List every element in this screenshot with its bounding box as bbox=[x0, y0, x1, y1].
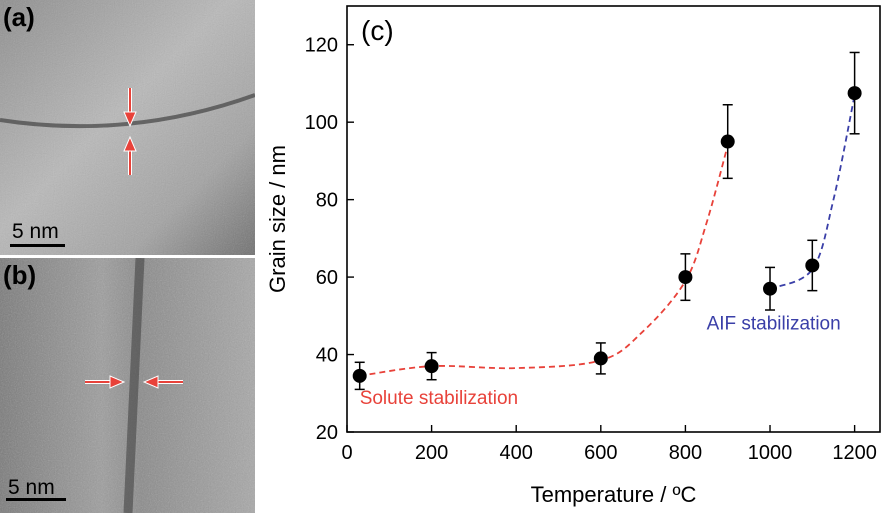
panel-c-label: (c) bbox=[361, 15, 394, 46]
y-tick-label-1: 40 bbox=[316, 345, 338, 367]
curve-label-aif: AIF stabilization bbox=[707, 313, 841, 334]
scale-bar-b-label: 5 nm bbox=[8, 476, 55, 499]
x-axis-title: Temperature / ºC bbox=[531, 482, 697, 507]
y-tick-label-3: 80 bbox=[316, 190, 338, 212]
panel-a-label: (a) bbox=[3, 2, 35, 32]
data-point-1-2 bbox=[847, 86, 862, 101]
data-point-0-4 bbox=[720, 134, 735, 149]
scale-bar-a-label: 5 nm bbox=[12, 220, 59, 243]
x-tick-label-0: 0 bbox=[341, 442, 352, 464]
y-tick-label-2: 60 bbox=[316, 267, 338, 289]
x-tick-label-1: 200 bbox=[415, 442, 448, 464]
data-point-0-3 bbox=[678, 270, 693, 285]
fit-curve-1 bbox=[769, 94, 856, 290]
data-point-1-0 bbox=[763, 281, 778, 296]
plot-frame bbox=[346, 5, 881, 433]
data-point-0-0 bbox=[352, 368, 367, 383]
x-tick-label-2: 400 bbox=[500, 442, 533, 464]
curve-label-solute: Solute stabilization bbox=[360, 388, 518, 409]
x-tick-label-3: 600 bbox=[584, 442, 617, 464]
x-tick-label-6: 1200 bbox=[832, 442, 877, 464]
micrograph-panel-a: (a) 5 nm bbox=[0, 0, 255, 255]
panel-b-label: (b) bbox=[3, 260, 37, 290]
x-tick-label-4: 800 bbox=[669, 442, 702, 464]
micrograph-a-image bbox=[0, 0, 255, 255]
y-axis-title: Grain size / nm bbox=[265, 145, 290, 293]
y-tick-label-5: 120 bbox=[305, 35, 338, 57]
y-tick-label-4: 100 bbox=[305, 112, 338, 134]
x-tick-label-5: 1000 bbox=[748, 442, 793, 464]
micrograph-panel-b: (b) 5 nm bbox=[0, 258, 255, 513]
fit-curve-0 bbox=[359, 145, 729, 377]
data-point-1-1 bbox=[805, 258, 820, 273]
y-tick-label-0: 20 bbox=[316, 422, 338, 444]
data-point-0-2 bbox=[593, 351, 608, 366]
data-point-0-1 bbox=[424, 359, 439, 374]
micrograph-b-image bbox=[0, 258, 255, 513]
